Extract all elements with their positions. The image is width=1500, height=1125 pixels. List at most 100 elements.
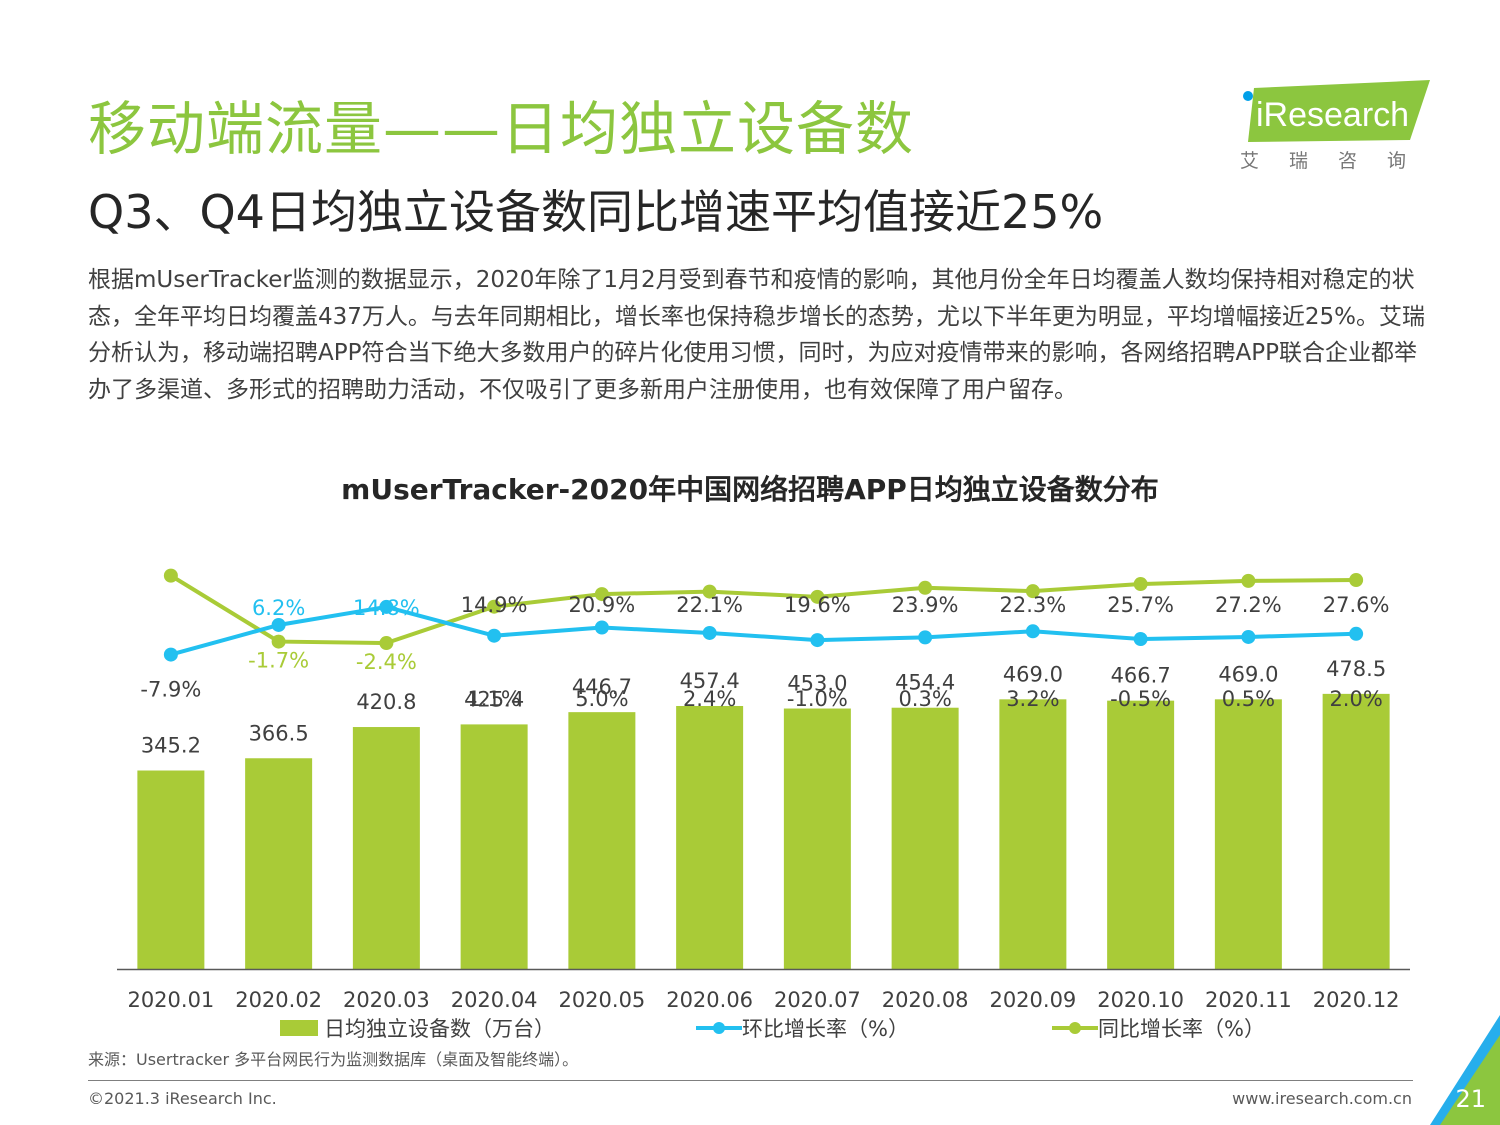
bar-2	[245, 758, 313, 969]
yoy-label-9: 22.3%	[1000, 593, 1067, 617]
yoy-point-11	[1241, 573, 1256, 588]
x-tick-label-1: 2020.01	[127, 988, 214, 1012]
legend-item-bar: 日均独立设备数（万台）	[280, 1013, 555, 1043]
yoy-point-2	[271, 634, 286, 649]
yoy-label-12: 27.6%	[1323, 593, 1390, 617]
yoy-label-6: 22.1%	[676, 593, 743, 617]
mom-point-2	[271, 617, 286, 632]
mom-label-8: 0.3%	[898, 687, 951, 711]
yoy-point-8	[918, 580, 933, 595]
page-number: 21	[1455, 1085, 1486, 1113]
mom-label-7: -1.0%	[787, 687, 848, 711]
mom-label-11: 0.5%	[1222, 687, 1275, 711]
bar-5	[568, 712, 636, 969]
x-tick-label-3: 2020.03	[343, 988, 430, 1012]
yoy-point-5	[594, 587, 609, 602]
bar-label-3: 420.8	[356, 690, 416, 714]
x-tick-label-11: 2020.11	[1205, 988, 1292, 1012]
copyright: ©2021.3 iResearch Inc.	[88, 1089, 277, 1108]
bar-7	[783, 708, 851, 969]
mom-label-3: 14.8%	[353, 596, 420, 620]
x-tick-label-12: 2020.12	[1313, 988, 1400, 1012]
x-tick-label-9: 2020.09	[989, 988, 1076, 1012]
yoy-label-8: 23.9%	[892, 593, 959, 617]
bar-label-1: 345.2	[141, 734, 201, 758]
mom-point-1	[163, 647, 178, 662]
bar-label-5: 446.7	[572, 675, 632, 699]
x-tick-label-10: 2020.10	[1097, 988, 1184, 1012]
bar-label-8: 454.4	[895, 671, 955, 695]
bar-label-10: 466.7	[1111, 664, 1171, 688]
legend-mom-line-icon	[696, 1022, 742, 1034]
x-tick-label-8: 2020.08	[882, 988, 969, 1012]
mom-label-6: 2.4%	[683, 687, 736, 711]
yoy-point-9	[1025, 584, 1040, 599]
yoy-point-10	[1133, 577, 1148, 592]
chart-title: mUserTracker-2020年中国网络招聘APP日均独立设备数分布	[341, 473, 1159, 506]
yoy-label-4: 14.9%	[461, 593, 528, 617]
logo-subtext: 艾瑞咨询	[1240, 150, 1437, 172]
iresearch-logo: iResearch 艾瑞咨询	[1240, 80, 1430, 180]
bar-12	[1322, 693, 1390, 969]
mom-point-8	[918, 630, 933, 645]
bar-label-7: 453.0	[787, 672, 847, 696]
mom-point-10	[1133, 632, 1148, 647]
legend-yoy-label: 同比增长率（%）	[1098, 1017, 1265, 1041]
yoy-line	[169, 573, 1357, 646]
mom-point-5	[594, 620, 609, 635]
footer-divider	[88, 1080, 1413, 1081]
mom-point-6	[702, 625, 717, 640]
mom-label-1: -7.9%	[140, 678, 201, 702]
legend-mom-label: 环比增长率（%）	[742, 1017, 909, 1041]
legend-yoy-line-icon	[1052, 1022, 1098, 1034]
bar-6	[676, 705, 744, 969]
x-tick-label-7: 2020.07	[774, 988, 861, 1012]
mom-label-5: 5.0%	[575, 687, 628, 711]
mom-label-12: 2.0%	[1329, 687, 1382, 711]
yoy-label-7: 19.6%	[784, 593, 851, 617]
slide-title: 移动端流量——日均独立设备数	[88, 95, 915, 163]
yoy-label-5: 20.9%	[569, 593, 636, 617]
mom-label-2: 6.2%	[252, 596, 305, 620]
bar-8	[891, 707, 959, 969]
bar-9	[999, 699, 1067, 969]
bar-4	[460, 724, 528, 969]
yoy-label-3: -2.4%	[356, 650, 417, 674]
yoy-label-2: -1.7%	[248, 649, 309, 673]
logo-brand: iResearch	[1256, 96, 1409, 134]
x-tick-label-2: 2020.02	[235, 988, 322, 1012]
bar-label-11: 469.0	[1218, 662, 1278, 686]
yoy-point-1	[163, 568, 178, 583]
bar-label-4: 425.4	[464, 687, 524, 711]
x-tick-label-6: 2020.06	[666, 988, 753, 1012]
legend-item-mom: 环比增长率（%）	[696, 1013, 909, 1043]
legend-bar-swatch-icon	[280, 1020, 318, 1036]
bar-11	[1214, 699, 1282, 969]
x-tick-label-4: 2020.04	[451, 988, 538, 1012]
slide-subtitle: Q3、Q4日均独立设备数同比增速平均值接近25%	[88, 185, 1104, 239]
yoy-point-3	[379, 636, 394, 651]
bar-3	[352, 727, 420, 969]
bar-10	[1107, 700, 1175, 969]
source-note: 来源：Usertracker 多平台网民行为监测数据库（桌面及智能终端）。	[88, 1050, 579, 1069]
mom-point-11	[1241, 629, 1256, 644]
yoy-point-6	[702, 584, 717, 599]
page-corner-decoration	[1430, 1015, 1500, 1125]
body-paragraph: 根据mUserTracker监测的数据显示，2020年除了1月2月受到春节和疫情…	[88, 267, 1426, 403]
logo-mark-icon: iResearch	[1243, 80, 1430, 142]
mom-point-9	[1025, 624, 1040, 639]
yoy-point-7	[810, 589, 825, 604]
yoy-point-4	[487, 599, 502, 614]
website-link[interactable]: www.iresearch.com.cn	[1232, 1089, 1412, 1108]
mom-point-12	[1349, 626, 1364, 641]
yoy-label-11: 27.2%	[1215, 593, 1282, 617]
mom-point-7	[810, 633, 825, 648]
mom-point-3	[379, 599, 394, 614]
mom-point-4	[487, 628, 502, 643]
yoy-point-12	[1349, 573, 1364, 588]
yoy-label-10: 25.7%	[1107, 593, 1174, 617]
mom-label-9: 3.2%	[1006, 687, 1059, 711]
bar-label-12: 478.5	[1326, 657, 1386, 681]
bar-label-9: 469.0	[1003, 662, 1063, 686]
combo-chart: 345.2 366.5 420.8 425.4 446.7 457.4 453.0 454.4…	[117, 568, 1410, 1012]
